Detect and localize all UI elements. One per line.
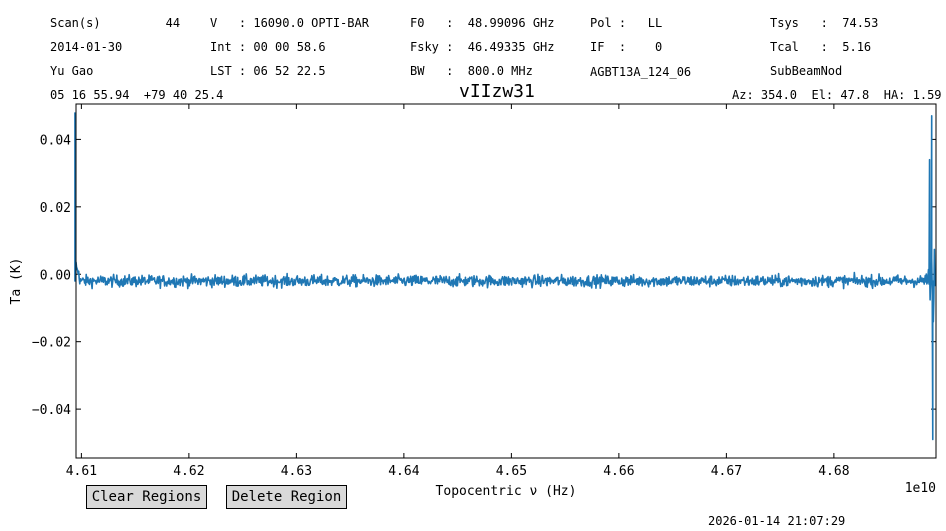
spectrum-line: [74, 112, 936, 441]
coords-label: 05 16 55.94 +79 40 25.4: [50, 88, 224, 102]
fsky-label: Fsky : 46.49335 GHz: [410, 40, 555, 54]
x-tick-label: 4.68: [818, 464, 849, 479]
x-tick-label: 4.64: [388, 464, 419, 479]
bw-label: BW : 800.0 MHz: [410, 64, 533, 78]
y-tick-label: 0.00: [40, 268, 71, 283]
x-axis-label: Topocentric ν (Hz): [436, 484, 577, 499]
plot-title: vIIzw31: [459, 81, 535, 102]
x-tick-label: 4.65: [496, 464, 527, 479]
azel-label: Az: 354.0 El: 47.8 HA: 1.59: [732, 88, 942, 102]
y-axis-label: Ta (K): [9, 258, 24, 305]
clear-regions-button[interactable]: Clear Regions: [86, 485, 207, 509]
x-tick-label: 4.61: [66, 464, 97, 479]
tcal-label: Tcal : 5.16: [770, 40, 872, 54]
f0-label: F0 : 48.99096 GHz: [410, 16, 555, 30]
y-tick-label: −0.02: [32, 336, 71, 351]
x-tick-label: 4.67: [711, 464, 742, 479]
delete-region-button[interactable]: Delete Region: [226, 485, 347, 509]
tsys-label: Tsys : 74.53: [770, 16, 879, 30]
procedure-label: SubBeamNod: [770, 64, 843, 78]
y-tick-label: −0.04: [32, 403, 71, 418]
project-label: AGBT13A_124_06: [590, 65, 692, 79]
axes-frame: [75, 103, 937, 459]
pol-label: Pol : LL: [590, 16, 663, 30]
x-offset-label: 1e10: [905, 481, 936, 496]
observer-label: Yu Gao: [50, 64, 94, 78]
x-tick-label: 4.62: [173, 464, 204, 479]
if-label: IF : 0: [590, 40, 663, 54]
y-tick-label: 0.04: [40, 133, 71, 148]
y-tick-label: 0.02: [40, 201, 71, 216]
velocity-label: V : 16090.0 OPTI-BAR: [210, 16, 369, 30]
int-label: Int : 00 00 58.6: [210, 40, 326, 54]
scan-label: Scan(s) 44: [50, 16, 181, 30]
timestamp: 2026-01-14 21:07:29: [708, 514, 846, 528]
x-tick-label: 4.66: [603, 464, 634, 479]
x-tick-label: 4.63: [281, 464, 312, 479]
date-label: 2014-01-30: [50, 40, 123, 54]
lst-label: LST : 06 52 22.5: [210, 64, 326, 78]
